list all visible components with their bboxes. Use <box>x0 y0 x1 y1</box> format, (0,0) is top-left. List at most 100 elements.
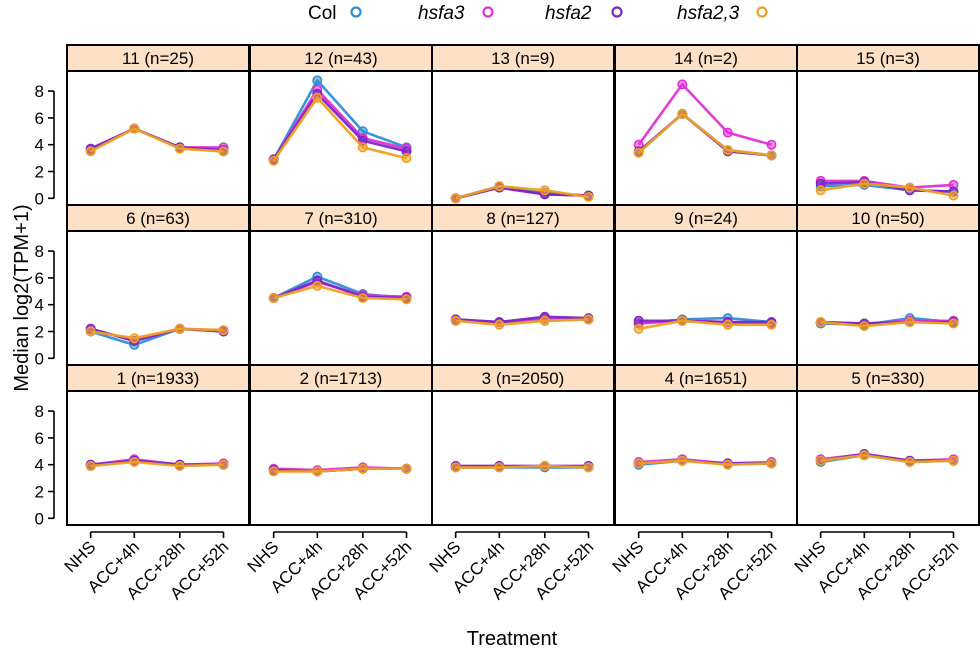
data-point-hsfa23-1 <box>312 280 323 291</box>
y-axis-row-2: 0 2 4 6 8 <box>35 242 55 368</box>
data-point-hsfa23-3 <box>583 192 594 203</box>
panel-strip <box>66 364 250 392</box>
data-point-hsfa3-2 <box>722 127 733 138</box>
legend-label-hsfa23: hsfa2,3 <box>677 3 740 24</box>
data-point-hsfa23-0 <box>268 466 279 477</box>
data-point-hsfa23-0 <box>633 147 644 158</box>
data-point-hsfa23-2 <box>539 185 550 196</box>
y-tick-label: 4 <box>35 456 44 475</box>
data-point-hsfa23-2 <box>174 323 185 334</box>
data-point-hsfa23-0 <box>633 323 644 334</box>
panel-11: 1 (n=1933) <box>66 364 250 526</box>
panel-plot-area <box>249 390 433 526</box>
panel-14: 4 (n=1651) <box>614 364 798 526</box>
panel-plot-area <box>614 230 798 366</box>
panel-strip-label: 5 (n=330) <box>851 369 924 388</box>
panel-10: 10 (n=50) <box>796 204 980 366</box>
series-line-hsfa23 <box>638 319 772 331</box>
y-tick-label: 2 <box>35 163 44 182</box>
panel-13: 3 (n=2050) <box>431 364 615 526</box>
x-tick-label: NHS <box>791 537 830 576</box>
data-point-hsfa23-0 <box>815 455 826 466</box>
panel-strip-label: 15 (n=3) <box>856 49 920 68</box>
data-point-hsfa23-0 <box>85 326 96 337</box>
series-line-hsfa23 <box>820 182 954 197</box>
data-point-hsfa23-1 <box>129 123 140 134</box>
data-point-hsfa23-3 <box>583 462 594 473</box>
data-point-hsfa23-3 <box>766 319 777 330</box>
data-point-hsfa23-0 <box>85 146 96 157</box>
panel-strip <box>249 204 433 232</box>
series-line-hsfa23 <box>273 284 407 301</box>
y-tick-label: 8 <box>35 242 44 261</box>
panel-strip <box>796 44 980 72</box>
data-point-hsfa23-2 <box>722 319 733 330</box>
data-point-hsfa23-0 <box>450 193 461 204</box>
panel-plot-area <box>249 70 433 206</box>
panel-strip-label: 14 (n=2) <box>674 49 738 68</box>
data-point-hsfa23-0 <box>633 458 644 469</box>
series-line-hsfa23 <box>90 327 224 340</box>
data-point-hsfa23-3 <box>401 463 412 474</box>
series-line-hsfa23 <box>455 464 589 469</box>
series-line-hsfa23 <box>90 460 224 468</box>
series-line-hsfa23 <box>455 318 589 327</box>
series-line-hsfa3 <box>637 83 772 146</box>
data-point-hsfa23-1 <box>859 178 870 189</box>
data-point-hsfa23-0 <box>815 317 826 328</box>
y-tick-label: 6 <box>35 429 44 448</box>
panel-4: 14 (n=2) <box>614 44 798 206</box>
panel-1: 11 (n=25) <box>66 44 250 206</box>
data-point-hsfa23-2 <box>174 143 185 154</box>
panel-strip-label: 9 (n=24) <box>674 209 738 228</box>
panel-plot-area <box>66 390 250 526</box>
data-point-hsfa23-1 <box>677 315 688 326</box>
panel-strip-label: 4 (n=1651) <box>665 369 748 388</box>
data-point-hsfa2-0 <box>633 315 644 326</box>
x-tick-label: NHS <box>426 537 465 576</box>
legend-marker-hsfa2 <box>611 6 623 18</box>
data-point-hsfa23-0 <box>815 185 826 196</box>
data-point-hsfa23-3 <box>218 146 229 157</box>
y-axis-row-3: 0 2 4 6 8 <box>35 402 55 528</box>
legend-marker-hsfa23 <box>756 6 768 18</box>
data-point-hsfa23-0 <box>450 462 461 473</box>
y-tick-label: 4 <box>35 136 44 155</box>
data-point-hsfa23-2 <box>904 182 915 193</box>
data-point-hsfa23-1 <box>129 333 140 344</box>
data-point-hsfa23-1 <box>312 466 323 477</box>
legend-marker-hsfa3 <box>482 6 494 18</box>
panel-strip-label: 13 (n=9) <box>491 49 555 68</box>
panel-strip-label: 6 (n=63) <box>126 209 190 228</box>
series-line-hsfa23 <box>638 459 772 467</box>
legend: Col hsfa3 hsfa2 hsfa2,3 <box>308 3 768 24</box>
panel-3: 13 (n=9) <box>431 44 615 206</box>
y-tick-label: 4 <box>35 296 44 315</box>
data-point-Col-1 <box>312 75 323 86</box>
y-tick-label: 0 <box>35 509 44 528</box>
legend-label-hsfa3: hsfa3 <box>418 3 465 24</box>
y-tick-label: 6 <box>35 269 44 288</box>
data-point-hsfa3-3 <box>766 139 777 150</box>
series-line-hsfa2 <box>272 92 407 161</box>
y-tick-label: 6 <box>35 109 44 128</box>
data-point-hsfa23-1 <box>859 450 870 461</box>
data-point-hsfa23-3 <box>583 314 594 325</box>
y-axes: 0 2 4 6 8 0 2 4 6 8 0 2 4 6 8 <box>35 82 55 528</box>
y-axis-row-1: 0 2 4 6 8 <box>35 82 55 208</box>
panel-plot-area <box>614 390 798 526</box>
panel-plot-area <box>796 230 980 366</box>
data-point-hsfa23-1 <box>129 456 140 467</box>
data-point-hsfa3-1 <box>677 79 688 90</box>
data-point-hsfa23-1 <box>859 321 870 332</box>
series-line-hsfa23 <box>90 127 224 153</box>
series-line-hsfa2 <box>638 319 772 324</box>
panel-strip-label: 10 (n=50) <box>851 209 924 228</box>
x-axis-title: Treatment <box>467 628 558 650</box>
data-point-hsfa23-0 <box>450 315 461 326</box>
legend-marker-Col <box>350 6 362 18</box>
panel-strip-label: 2 (n=1713) <box>300 369 383 388</box>
y-tick-label: 2 <box>35 483 44 502</box>
